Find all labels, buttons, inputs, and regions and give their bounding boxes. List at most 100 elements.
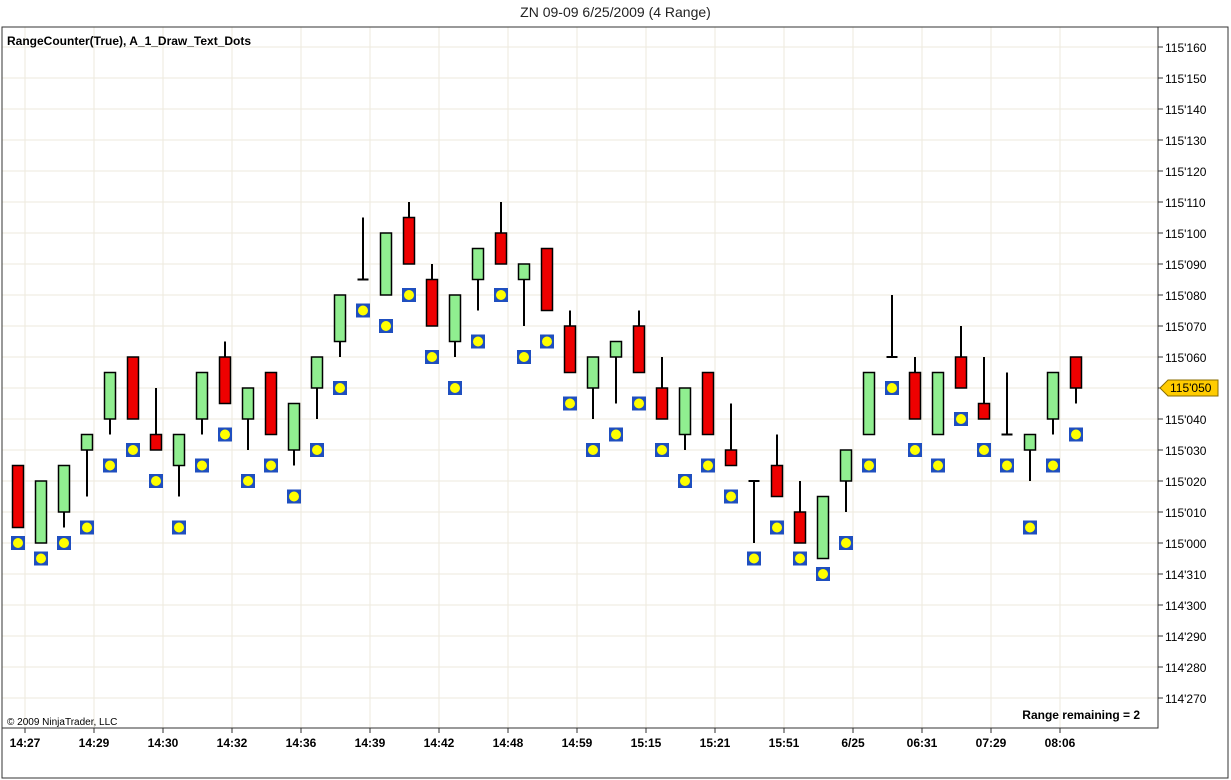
candle-up-body bbox=[678, 387, 692, 436]
dot-marker-dot bbox=[749, 553, 759, 564]
candle bbox=[563, 310, 577, 374]
y-tick-label: 115'060 bbox=[1165, 351, 1207, 365]
candle bbox=[57, 464, 71, 528]
y-tick-label: 114'290 bbox=[1165, 630, 1207, 644]
candle bbox=[816, 495, 830, 560]
dot-marker bbox=[172, 520, 186, 535]
dot-marker-dot bbox=[450, 383, 460, 393]
candle bbox=[149, 388, 163, 451]
candle-down-body bbox=[655, 387, 669, 420]
dot-marker bbox=[1046, 458, 1060, 473]
candle-up-body bbox=[241, 387, 255, 420]
dot-marker bbox=[885, 381, 899, 395]
y-tick-label: 114'270 bbox=[1165, 692, 1207, 706]
x-tick-label: 14:48 bbox=[493, 736, 524, 750]
dot-markers bbox=[11, 288, 1083, 581]
candle-up-body bbox=[80, 433, 94, 451]
dot-marker bbox=[494, 288, 508, 302]
candle-up-body bbox=[448, 294, 462, 343]
x-tick-label: 07:29 bbox=[976, 736, 1007, 750]
dot-marker bbox=[517, 350, 531, 364]
candle-up-body bbox=[931, 371, 945, 436]
y-tick-label: 115'020 bbox=[1165, 475, 1207, 489]
dot-marker bbox=[747, 551, 761, 566]
candle-up-body bbox=[517, 263, 531, 281]
x-tick-label: 14:36 bbox=[286, 736, 317, 750]
dot-marker bbox=[80, 520, 94, 535]
candle bbox=[310, 356, 324, 419]
candle bbox=[34, 480, 48, 544]
candle-down-body bbox=[540, 247, 554, 312]
candle bbox=[931, 371, 945, 436]
candle bbox=[609, 340, 623, 404]
x-tick-label: 6/25 bbox=[841, 736, 865, 750]
dot-marker bbox=[908, 443, 922, 457]
candlestick-series bbox=[11, 202, 1083, 560]
candle bbox=[701, 371, 715, 436]
dot-marker-dot bbox=[335, 383, 345, 393]
dot-marker bbox=[793, 551, 807, 566]
candle-up-body bbox=[816, 495, 830, 560]
range-remaining-label: Range remaining = 2 bbox=[1022, 708, 1140, 722]
candle bbox=[357, 217, 369, 281]
dot-marker-dot bbox=[427, 352, 437, 362]
dot-marker bbox=[655, 443, 669, 457]
candle-up-body bbox=[1023, 433, 1037, 451]
candle bbox=[11, 464, 25, 529]
dot-marker bbox=[310, 443, 324, 457]
dot-marker-dot bbox=[703, 460, 713, 471]
dot-marker bbox=[816, 567, 830, 581]
candle-down-body bbox=[126, 356, 140, 420]
candle-up-body bbox=[172, 433, 186, 467]
candle bbox=[218, 341, 232, 405]
dot-marker-dot bbox=[59, 538, 69, 548]
dot-marker bbox=[425, 350, 439, 364]
x-tick-label: 15:51 bbox=[769, 736, 800, 750]
candle-down-body bbox=[1069, 356, 1083, 389]
y-tick-label: 114'310 bbox=[1165, 568, 1207, 582]
dot-marker bbox=[287, 489, 301, 504]
dot-marker bbox=[701, 458, 715, 473]
candle bbox=[1046, 371, 1060, 435]
dot-marker bbox=[678, 474, 692, 488]
dot-marker bbox=[448, 381, 462, 395]
x-tick-label: 08:06 bbox=[1045, 736, 1076, 750]
candle-up-body bbox=[310, 356, 324, 389]
dot-marker-dot bbox=[887, 383, 897, 393]
y-tick-label: 115'120 bbox=[1165, 165, 1207, 179]
dot-marker-dot bbox=[956, 414, 966, 424]
dot-marker bbox=[103, 458, 117, 473]
y-tick-label: 115'130 bbox=[1165, 134, 1207, 148]
dot-marker-dot bbox=[220, 429, 230, 440]
candle-up-body bbox=[333, 294, 347, 343]
candle bbox=[678, 387, 692, 450]
y-tick-label: 115'140 bbox=[1165, 103, 1207, 117]
candle bbox=[954, 326, 968, 389]
dot-marker-dot bbox=[726, 491, 736, 502]
candle-down-body bbox=[793, 511, 807, 544]
dot-marker-dot bbox=[243, 476, 253, 486]
dot-marker bbox=[770, 520, 784, 535]
candle-down-body bbox=[402, 216, 416, 265]
x-tick-label: 15:15 bbox=[631, 736, 662, 750]
dot-marker-dot bbox=[542, 336, 552, 347]
dot-marker-dot bbox=[910, 445, 920, 455]
candle-up-body bbox=[839, 449, 853, 482]
candle-down-body bbox=[954, 356, 968, 389]
last-price-label: 115'050 bbox=[1170, 381, 1212, 395]
dot-marker bbox=[632, 396, 646, 411]
y-tick-label: 115'090 bbox=[1165, 258, 1207, 272]
dot-marker bbox=[333, 381, 347, 395]
candle-up-body bbox=[471, 247, 485, 281]
last-price-tag: 115'050 bbox=[1159, 379, 1219, 397]
dot-marker-dot bbox=[266, 460, 276, 471]
y-tick-label: 115'030 bbox=[1165, 444, 1207, 458]
candle-down-body bbox=[770, 464, 784, 498]
candle-up-body bbox=[287, 402, 301, 451]
dot-marker-dot bbox=[864, 460, 874, 471]
candle-down-body bbox=[908, 371, 922, 420]
dot-marker-dot bbox=[680, 476, 690, 486]
y-tick-label: 115'010 bbox=[1165, 506, 1207, 520]
y-axis: 114'270 114'280 114'290 114'300 114'310 115'0… bbox=[1158, 41, 1207, 706]
